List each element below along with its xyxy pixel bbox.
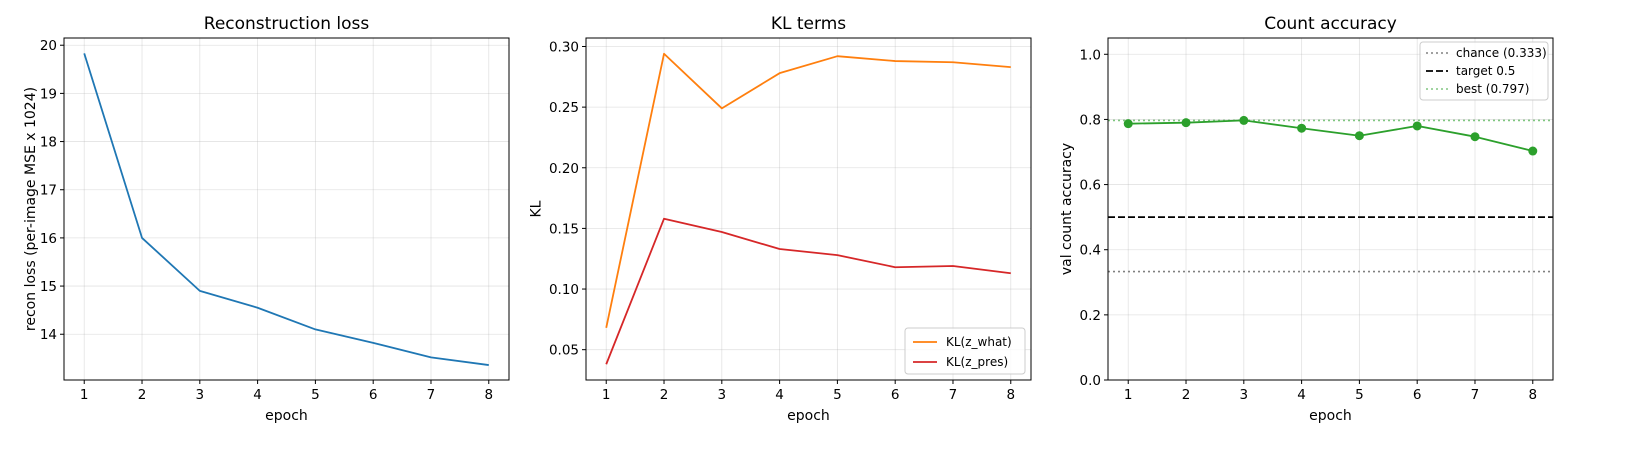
plot-frame (585, 37, 1032, 381)
x-tick-label: 4 (1297, 387, 1306, 403)
y-tick-label: 0.4 (1080, 243, 1101, 259)
x-tick-label: 2 (138, 387, 147, 403)
x-tick-label: 1 (80, 387, 89, 403)
series-line-1 (1128, 119, 1533, 152)
chart-panel-2: 1 2 3 4 5 6 7 8 0.05 0.10 0.15 0.20 0.25 0.30 KL terms… (528, 14, 1032, 424)
y-tick-label: 0.15 (549, 221, 579, 237)
x-tick-label: 3 (196, 387, 205, 403)
plot-frame (1107, 37, 1554, 381)
series-line-1 (605, 52, 1011, 329)
y-tick-label: 0.0 (1080, 373, 1101, 389)
legend-box (1419, 41, 1549, 101)
y-tick-label: 15 (40, 279, 57, 295)
y-tick-label: 1.0 (1080, 47, 1101, 63)
x-tick-label: 8 (1528, 387, 1537, 403)
legend: KL(z_what) KL(z_pres) (904, 327, 1026, 375)
legend-label: best (0.797) (1456, 82, 1530, 96)
x-tick-label: 1 (602, 387, 611, 403)
chart-title: Count accuracy (1264, 14, 1397, 34)
y-tick-label: 0.20 (549, 161, 579, 177)
x-tick-label: 1 (1124, 387, 1133, 403)
legend-label: KL(z_what) (946, 335, 1012, 349)
x-tick-label: 8 (484, 387, 493, 403)
x-axis-label: epoch (1309, 408, 1352, 424)
y-tick-label: 18 (40, 135, 57, 151)
y-tick-label: 0.8 (1080, 112, 1101, 128)
data-point (1470, 132, 1480, 142)
x-tick-label: 5 (833, 387, 842, 403)
y-tick-label: 0.10 (549, 282, 579, 298)
x-tick-label: 4 (775, 387, 784, 403)
plot-frame (63, 37, 510, 381)
x-tick-label: 3 (718, 387, 727, 403)
x-tick-label: 7 (427, 387, 436, 403)
y-tick-label: 0.25 (549, 100, 579, 116)
x-tick-label: 3 (1240, 387, 1249, 403)
y-tick-label: 14 (40, 327, 57, 343)
x-tick-label: 6 (891, 387, 900, 403)
y-tick-label: 0.6 (1080, 178, 1101, 194)
x-tick-label: 7 (949, 387, 958, 403)
y-axis-label: recon loss (per-image MSE x 1024) (23, 87, 39, 331)
data-point (1528, 146, 1538, 156)
y-axis-label: val count accuracy (1059, 143, 1075, 275)
y-tick-label: 19 (40, 86, 57, 102)
data-point (1123, 119, 1133, 129)
x-tick-label: 7 (1471, 387, 1480, 403)
legend-label: KL(z_pres) (946, 355, 1008, 369)
series-line-2 (605, 217, 1011, 365)
x-tick-label: 4 (253, 387, 262, 403)
data-point (1181, 118, 1191, 128)
data-point (1239, 115, 1249, 125)
chart-panel-3: 1 2 3 4 5 6 7 8 0.0 0.2 0.4 0.6 0.8 1.0 Count accuracy… (1059, 14, 1554, 424)
legend-label: chance (0.333) (1456, 46, 1547, 60)
legend-label: target 0.5 (1456, 64, 1515, 78)
chart-title: KL terms (771, 14, 846, 34)
y-tick-label: 0.05 (549, 343, 579, 359)
data-point (1297, 123, 1307, 133)
x-tick-label: 6 (1413, 387, 1422, 403)
x-axis-label: epoch (787, 408, 830, 424)
x-tick-label: 2 (1182, 387, 1191, 403)
data-point (1412, 121, 1422, 131)
y-tick-label: 0.30 (549, 39, 579, 55)
x-tick-label: 5 (1355, 387, 1364, 403)
x-tick-label: 5 (311, 387, 320, 403)
x-axis-label: epoch (265, 408, 308, 424)
y-tick-label: 20 (40, 38, 57, 54)
x-tick-label: 8 (1006, 387, 1015, 403)
series-line-1 (83, 53, 489, 366)
chart-panel-1: 1 2 3 4 5 6 7 8 14 15 16 17 18 19 20 Reconstruction los… (23, 14, 510, 424)
y-tick-label: 16 (40, 231, 57, 247)
x-tick-label: 2 (660, 387, 669, 403)
y-tick-label: 17 (40, 183, 57, 199)
data-point (1354, 131, 1364, 141)
legend: chance (0.333) target 0.5 best (0.797) (1419, 41, 1549, 101)
y-axis-label: KL (528, 200, 544, 217)
chart-title: Reconstruction loss (204, 14, 370, 34)
x-tick-label: 6 (369, 387, 378, 403)
y-tick-label: 0.2 (1080, 308, 1101, 324)
